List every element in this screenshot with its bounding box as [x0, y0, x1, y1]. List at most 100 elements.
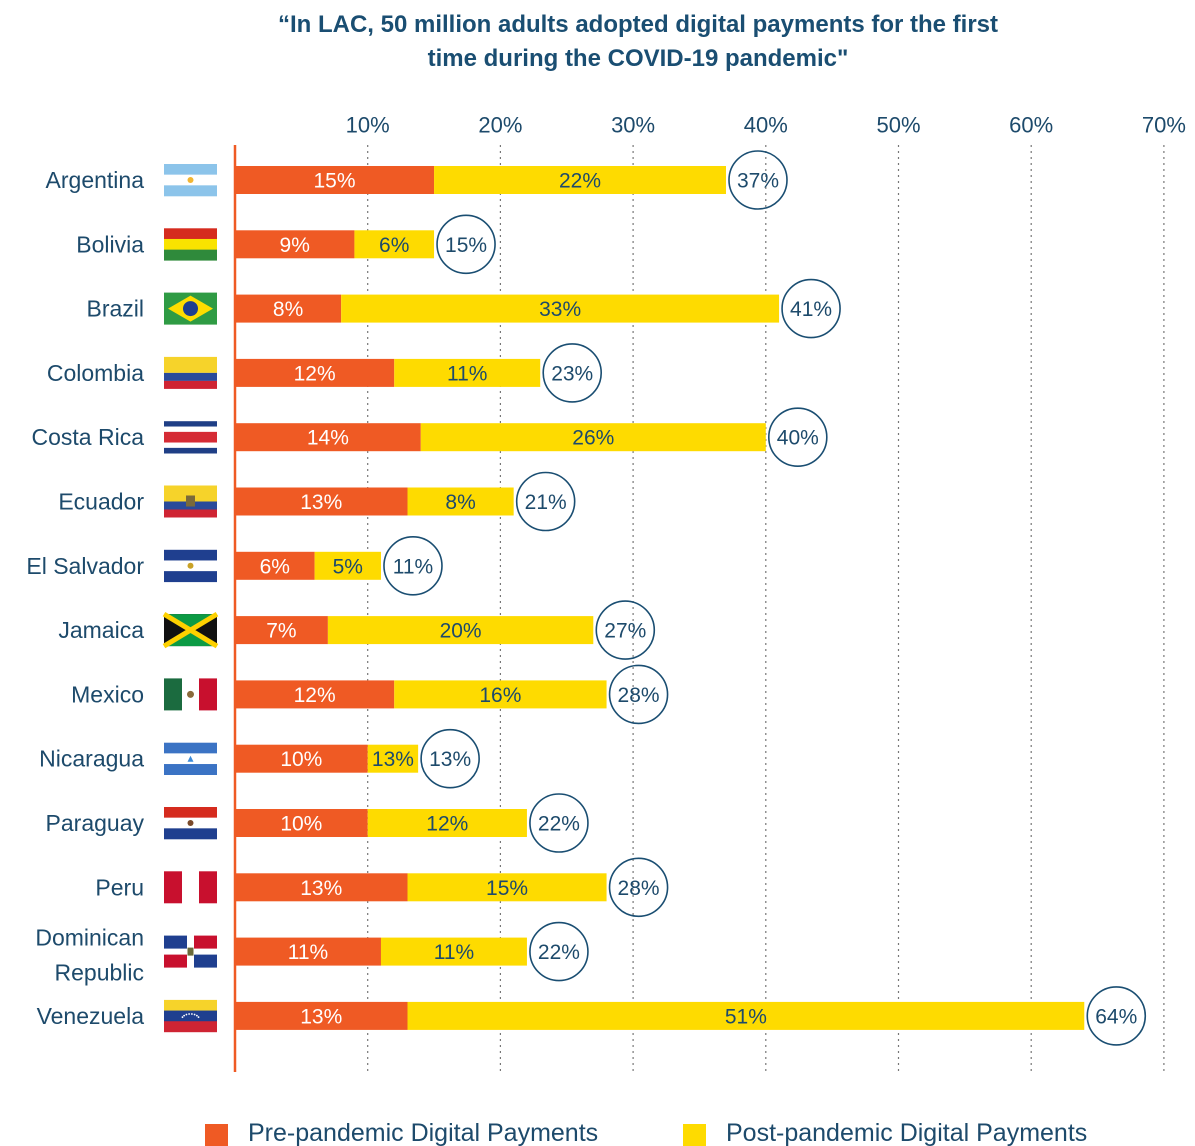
flag-star — [181, 1016, 184, 1019]
bar-label-pre: 7% — [266, 620, 296, 643]
flag-stripe — [164, 442, 217, 449]
total-circle — [529, 921, 589, 982]
total-circle — [767, 407, 828, 468]
bolivia-flag — [164, 228, 217, 261]
dominican-republic-flag — [164, 935, 217, 968]
flag-stripe — [199, 678, 217, 711]
bar-post — [354, 230, 435, 259]
flag-stripe — [164, 372, 217, 381]
flag-stripe — [164, 426, 217, 433]
bar-post — [394, 358, 541, 387]
argentina-flag — [164, 164, 217, 197]
x-tick-label: 20% — [478, 113, 522, 138]
bar-post — [407, 1001, 1085, 1030]
peru-flag — [164, 871, 217, 904]
flag-stripe — [164, 509, 217, 518]
flag-stripe — [164, 999, 217, 1011]
flag-stripe — [164, 185, 217, 197]
flag-globe — [183, 301, 198, 317]
flag-stripe — [164, 238, 217, 250]
bar-label-post: 5% — [333, 555, 363, 578]
country-label: Argentina — [46, 167, 145, 193]
bar-pre — [235, 551, 315, 580]
stacked-bar-chart: 10% 20% 30% 40% 50% 60% 70% Argentina 15% 22% 37% B… — [26, 113, 1186, 1072]
total-label: 11% — [393, 555, 433, 578]
bar-pre — [235, 680, 395, 709]
country-label: Republic — [55, 960, 145, 986]
legend-swatch-pre — [205, 1124, 228, 1146]
x-tick-label: 70% — [1142, 113, 1186, 138]
bar-post — [367, 809, 527, 837]
flag-triangle — [164, 614, 217, 631]
total-circle — [542, 343, 603, 403]
flag-quarter — [194, 935, 217, 949]
bar-label-post: 11% — [447, 362, 487, 385]
flag-emblem — [186, 495, 195, 507]
bar-pre — [235, 616, 328, 645]
bar-label-pre: 13% — [300, 491, 342, 514]
legend-label-post: Post-pandemic Digital Payments — [726, 1119, 1088, 1146]
flag-stripe — [164, 1021, 217, 1033]
total-circle — [781, 278, 841, 339]
venezuela-flag — [164, 999, 217, 1033]
country-label: Dominican — [35, 925, 144, 951]
flag-stripe — [199, 871, 217, 904]
country-label: Brazil — [86, 296, 144, 322]
flag-quarter — [164, 935, 187, 949]
total-label: 15% — [445, 234, 487, 257]
x-tick-label: 10% — [346, 113, 390, 138]
bar-label-pre: 11% — [288, 941, 328, 964]
flag-quarter — [164, 954, 187, 968]
bar-label-pre: 6% — [260, 555, 290, 578]
total-label: 23% — [551, 362, 593, 385]
country-label: Mexico — [71, 681, 144, 707]
flag-star — [185, 1013, 188, 1016]
bar-label-post: 51% — [725, 1005, 767, 1028]
flag-stripe — [164, 447, 217, 454]
bar-post — [407, 873, 607, 902]
mexico-flag — [164, 678, 217, 711]
total-circle — [1086, 986, 1147, 1046]
bar-post — [380, 937, 527, 966]
country-label: Ecuador — [58, 489, 144, 515]
country-label: Bolivia — [76, 231, 144, 257]
flag-emblem — [187, 690, 194, 698]
bar-post — [367, 744, 419, 773]
bar-post — [407, 487, 514, 516]
total-label: 41% — [790, 298, 832, 321]
flag-quarter — [194, 954, 217, 968]
legend-item-pre: Pre-pandemic Digital Payments — [205, 1118, 598, 1146]
brazil-flag — [164, 292, 217, 325]
bar-label-pre: 12% — [294, 684, 336, 707]
bar-label-post: 22% — [559, 170, 601, 193]
bar-post — [394, 680, 607, 709]
country-label: Costa Rica — [32, 424, 145, 450]
flag-stripe — [164, 380, 217, 389]
total-label: 28% — [618, 877, 660, 900]
flag-sun — [187, 177, 194, 183]
flag-stripe — [164, 485, 217, 502]
flag-star — [183, 1014, 186, 1017]
flag-stripe — [164, 437, 217, 443]
bar-post — [420, 423, 766, 452]
total-circle — [608, 857, 669, 918]
total-label: 28% — [618, 684, 660, 707]
bar-label-post: 26% — [572, 427, 614, 450]
flag-stripe — [164, 742, 217, 754]
bar-label-post: 33% — [539, 298, 581, 321]
total-circle — [608, 664, 669, 725]
bar-post — [314, 551, 381, 580]
total-circle — [529, 793, 589, 853]
legend-item-post: Post-pandemic Digital Payments — [683, 1118, 1087, 1146]
total-circle — [515, 471, 576, 532]
bar-label-pre: 14% — [307, 427, 349, 450]
bar-pre — [235, 294, 342, 323]
legend: Pre-pandemic Digital Payments Post-pande… — [205, 1118, 1195, 1146]
bar-label-pre: 8% — [273, 298, 303, 321]
chart-title-line-1: “In LAC, 50 million adults adopted digit… — [277, 11, 999, 38]
total-circle — [728, 150, 788, 210]
legend-swatch-post — [683, 1124, 706, 1146]
flag-stripe — [164, 164, 217, 175]
bar-label-post: 11% — [434, 941, 474, 964]
paraguay-flag — [164, 807, 217, 840]
